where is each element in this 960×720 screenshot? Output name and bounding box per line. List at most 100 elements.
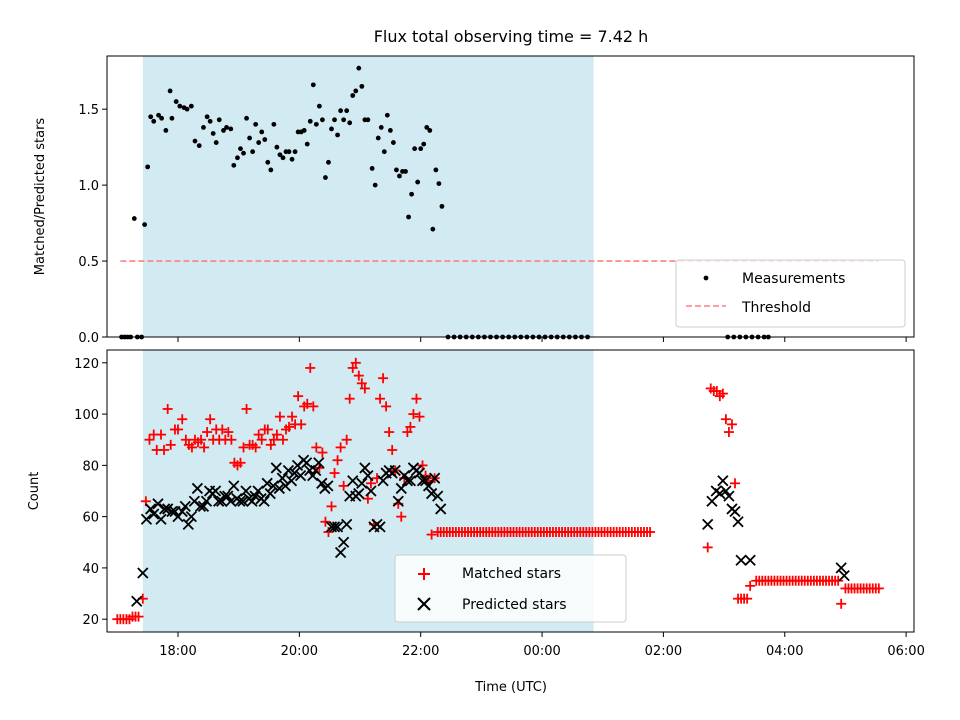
predicted-star-point (140, 513, 153, 525)
measurement-point (356, 65, 362, 71)
predicted-star-point (429, 472, 441, 484)
matched-star-point (717, 388, 728, 399)
measurement-point (433, 167, 439, 173)
bottom-y-axis-label: Count (27, 472, 42, 511)
matched-star-point (381, 401, 392, 412)
predicted-star-point (131, 595, 143, 607)
top-axes-frame (106, 55, 915, 338)
predicted-star-point (145, 503, 157, 515)
measurement-point (369, 166, 375, 171)
matched-star-point (268, 434, 279, 445)
predicted-star-point (300, 457, 313, 469)
matched-star-point (365, 478, 376, 489)
measurement-point (341, 117, 347, 123)
measurement-point (344, 108, 350, 114)
predicted-star-point (191, 482, 204, 495)
predicted-star-point (401, 475, 413, 487)
measurement-point (353, 88, 359, 94)
bottom-legend-box (394, 554, 627, 623)
measurement-point (228, 126, 234, 132)
matched-star-point (344, 393, 355, 404)
matched-star-point (296, 419, 307, 430)
measurement-point (271, 121, 277, 127)
x-tick-label: 00:00 (523, 644, 560, 659)
matched-star-point (341, 434, 352, 445)
matched-star-point (199, 442, 210, 453)
matched-star-point (235, 457, 246, 468)
measurement-point (244, 115, 249, 121)
matched-star-point (262, 424, 273, 435)
predicted-star-point (270, 462, 282, 474)
measurement-point (430, 226, 436, 232)
measurement-point (403, 169, 408, 174)
measurement-point (268, 167, 274, 173)
bottom-y-axis: 20 40 60 80 100 120 (74, 357, 107, 628)
predicted-star-point (258, 495, 270, 507)
predicted-star-point (838, 569, 850, 582)
measurement-point (427, 128, 433, 133)
measurement-point (394, 167, 399, 173)
measurement-point (231, 162, 237, 168)
predicted-star-point (432, 490, 444, 502)
predicted-star-point (347, 475, 359, 487)
matched-star-point (226, 434, 237, 445)
measurement-point (313, 121, 319, 127)
chart-title: Flux total observing time = 7.42 h (374, 27, 649, 46)
y-tick-label: 60 (82, 511, 99, 526)
predicted-star-point (425, 487, 438, 500)
measurement-point (184, 106, 190, 112)
measurement-point (320, 117, 325, 123)
matched-star-point (350, 357, 361, 368)
predicted-star-point (331, 521, 344, 533)
measurement-point (173, 99, 179, 104)
matched-stars-series (112, 357, 884, 625)
x-tick-label: 02:00 (645, 644, 682, 659)
measurement-point (384, 112, 390, 118)
matched-star-point (726, 419, 737, 430)
predicted-star-point (261, 477, 273, 489)
measurement-point (177, 103, 183, 109)
predicted-star-point (237, 495, 249, 507)
predicted-star-point (264, 487, 276, 500)
measurement-point (332, 117, 337, 123)
measurement-point (350, 93, 356, 98)
matched-star-point (165, 439, 176, 450)
legend-measurements-marker (703, 275, 709, 281)
measurement-point (381, 149, 387, 155)
measurement-point (156, 112, 161, 118)
matched-star-point (317, 447, 328, 458)
measurement-point (145, 164, 151, 170)
matched-star-point (253, 429, 264, 440)
predicted-star-point (252, 485, 264, 497)
x-tick-label: 22:00 (402, 644, 439, 659)
measurement-point (192, 138, 198, 144)
measurement-point (216, 117, 222, 123)
measurement-point (238, 146, 243, 152)
matched-star-point (347, 362, 358, 373)
measurement-point (424, 124, 430, 130)
measurement-point (247, 135, 252, 141)
predicted-star-point (137, 567, 149, 579)
predicted-star-point (209, 485, 222, 497)
predicted-star-point (365, 485, 377, 497)
predicted-star-point (404, 475, 417, 487)
measurement-point (250, 149, 256, 155)
measurement-point (159, 115, 165, 121)
matched-star-point (205, 414, 216, 425)
matched-star-point (287, 411, 298, 422)
measurement-point (329, 126, 334, 132)
predicted-star-point (152, 498, 164, 510)
measurement-point (418, 146, 424, 152)
predicted-star-point (328, 521, 341, 533)
measurement-point (235, 155, 240, 161)
predicted-star-point (435, 503, 447, 515)
measurement-point (262, 137, 268, 142)
x-tick-label: 20:00 (281, 644, 318, 659)
predicted-star-point (334, 546, 347, 559)
x-tick-label: 04:00 (766, 644, 803, 659)
shaded-interval (142, 56, 594, 337)
matched-star-point (414, 411, 425, 422)
measurement-point (375, 135, 381, 141)
measurement-point (304, 141, 310, 147)
matched-star-point (836, 598, 847, 609)
